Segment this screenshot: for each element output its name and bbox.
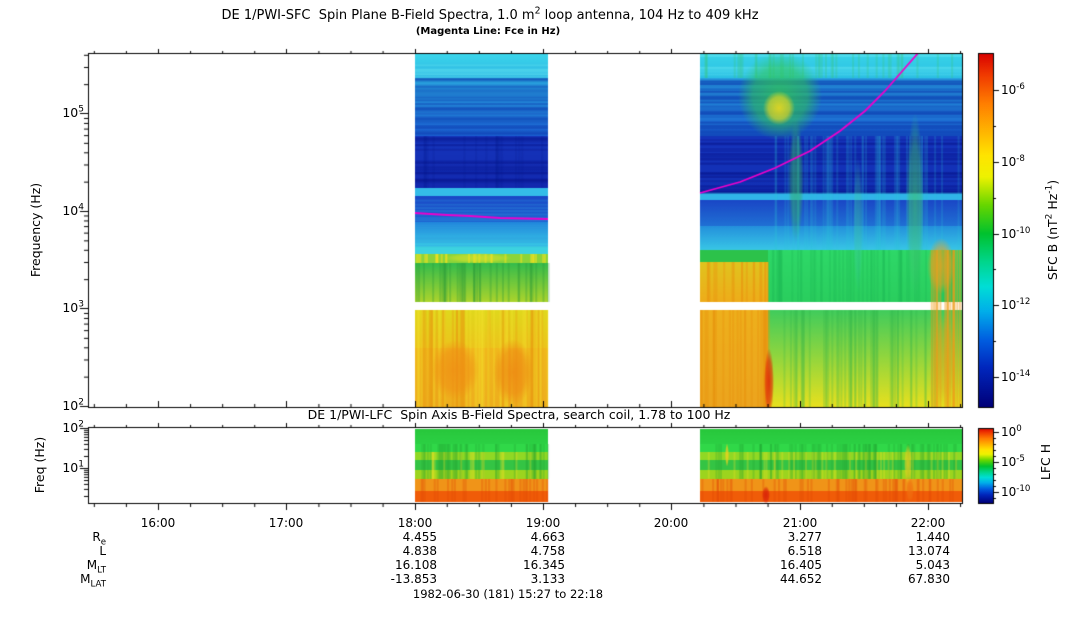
sfc-colorbar-tick-label: 10-8 <box>1001 154 1025 169</box>
lfc-ytick-label: 101 <box>62 459 84 475</box>
lfc-colorbar-tick-label: 100 <box>1001 424 1022 439</box>
table-row-label: MLAT <box>80 572 106 590</box>
xtick-label: 17:00 <box>268 516 304 530</box>
table-value: 1.440 <box>915 530 950 544</box>
table-value: 16.345 <box>523 558 565 572</box>
sfc-colorbar-tick-label: 10-12 <box>1001 297 1031 312</box>
table-value: 16.405 <box>780 558 822 572</box>
sfc-colorbar-tick-label: 10-10 <box>1001 226 1031 241</box>
lfc-colorbar-tick-label: 10-10 <box>1001 484 1031 499</box>
table-value: 4.455 <box>402 530 437 544</box>
table-value: 67.830 <box>908 572 950 586</box>
table-row-label: L <box>99 544 106 558</box>
table-value: 13.074 <box>908 544 950 558</box>
xtick-label: 22:00 <box>910 516 946 530</box>
lfc-panel-title: DE 1/PWI-LFC Spin Axis B-Field Spectra, … <box>307 407 731 422</box>
sfc-colorbar-tick-label: 10-6 <box>1001 82 1025 97</box>
sfc-ytick-label: 105 <box>62 104 84 120</box>
table-value: 4.758 <box>530 544 565 558</box>
fce-legend-subtitle: (Magenta Line: Fce in Hz) <box>415 26 561 37</box>
footer-date-range: 1982-06-30 (181) 15:27 to 22:18 <box>412 587 604 601</box>
table-value: 16.108 <box>395 558 437 572</box>
xtick-label: 21:00 <box>782 516 818 530</box>
sfc-colorbar-label: SFC B (nT2 Hz-1) <box>1044 179 1060 281</box>
sfc-ytick-label: 104 <box>62 202 84 218</box>
table-value: 5.043 <box>915 558 950 572</box>
sfc-panel-title: DE 1/PWI-SFC Spin Plane B-Field Spectra,… <box>221 5 759 23</box>
table-value: 3.277 <box>787 530 822 544</box>
table-value: 6.518 <box>787 544 822 558</box>
table-value: 3.133 <box>530 572 565 586</box>
xtick-label: 18:00 <box>397 516 433 530</box>
sfc-colorbar-tick-label: 10-14 <box>1001 369 1031 384</box>
sfc-ytick-label: 102 <box>62 397 84 413</box>
lfc-ytick-label: 102 <box>62 419 84 435</box>
table-row-label: MLT <box>86 558 106 576</box>
xtick-label: 20:00 <box>653 516 689 530</box>
sfc-y-axis-label: Frequency (Hz) <box>27 182 43 278</box>
table-value: 44.652 <box>780 572 822 586</box>
lfc-colorbar-tick-label: 10-5 <box>1001 454 1025 469</box>
sfc-ytick-label: 103 <box>62 299 84 315</box>
xtick-label: 16:00 <box>140 516 176 530</box>
lfc-y-axis-label: Freq (Hz) <box>31 436 47 494</box>
lfc-colorbar-label: LFC H <box>1037 443 1053 481</box>
table-value: 4.663 <box>530 530 565 544</box>
table-value: -13.853 <box>390 572 437 586</box>
table-value: 4.838 <box>402 544 437 558</box>
xtick-label: 19:00 <box>525 516 561 530</box>
table-row-label: Re <box>92 530 106 548</box>
